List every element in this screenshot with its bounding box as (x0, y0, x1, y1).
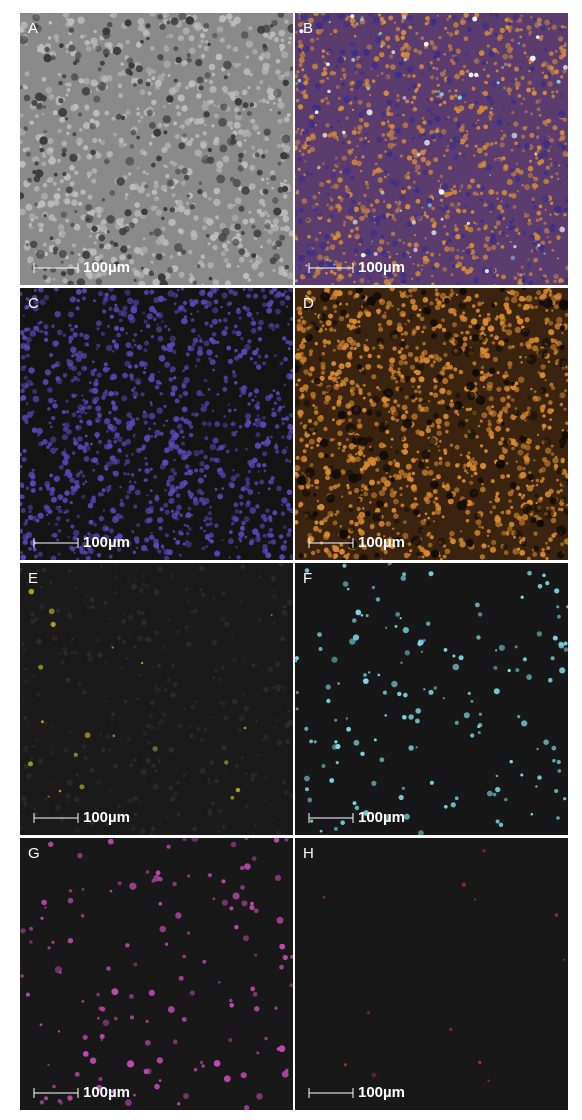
micrograph (295, 838, 568, 1110)
micrograph (295, 13, 568, 285)
panel: D 100µm (295, 288, 568, 560)
micrograph (20, 563, 293, 835)
scale-label: 100µm (358, 809, 405, 826)
panel-label: A (28, 20, 38, 37)
micrograph (20, 838, 293, 1110)
panel: A 100µm (20, 13, 293, 285)
panel: E 100µm (20, 563, 293, 835)
panel: H 100µm (295, 838, 568, 1110)
scale-label: 100µm (83, 259, 130, 276)
scale-label: 100µm (83, 534, 130, 551)
micrograph (295, 288, 568, 560)
panel-label: H (303, 845, 314, 862)
panel: G 100µm (20, 838, 293, 1110)
panel-label: B (303, 20, 313, 37)
micrograph (20, 13, 293, 285)
scale-label: 100µm (358, 259, 405, 276)
scale-label: 100µm (83, 1084, 130, 1101)
panel-label: G (28, 845, 40, 862)
panel-label: E (28, 570, 38, 587)
scale-label: 100µm (358, 534, 405, 551)
panel-label: C (28, 295, 39, 312)
panel: B 100µm (295, 13, 568, 285)
micrograph (295, 563, 568, 835)
panel: C 100µm (20, 288, 293, 560)
panel-label: D (303, 295, 314, 312)
panel-label: F (303, 570, 312, 587)
scale-label: 100µm (358, 1084, 405, 1101)
panel: F 100µm (295, 563, 568, 835)
scale-label: 100µm (83, 809, 130, 826)
micrograph (20, 288, 293, 560)
